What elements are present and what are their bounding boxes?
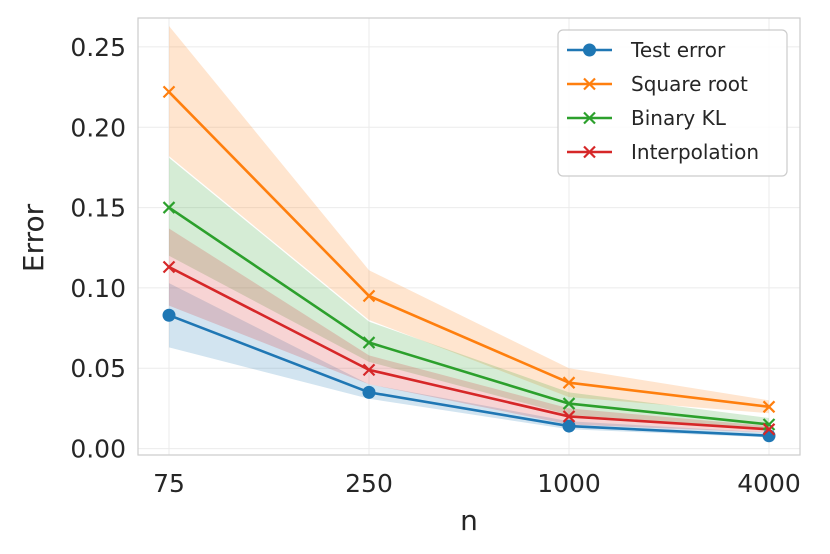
grid — [138, 18, 800, 455]
legend-label: Binary KL — [631, 106, 727, 130]
x-mark-stroke — [762, 418, 776, 431]
interpolation-point — [762, 423, 776, 436]
x-tick-label: 250 — [345, 469, 393, 498]
legend-marker — [583, 145, 596, 159]
y-axis-label: Error — [17, 203, 50, 272]
x-mark-stroke — [362, 289, 376, 303]
interpolation-point — [562, 410, 576, 423]
legend-marker — [583, 77, 596, 91]
binary-kl-point — [162, 201, 176, 214]
legend-item-square-root: Square root — [567, 72, 748, 96]
square-root-point — [762, 400, 776, 414]
y-ticks: 0.00 0.05 0.10 0.15 0.20 0.25 — [70, 33, 126, 464]
binary-kl-band — [169, 157, 769, 430]
interpolation-band — [169, 228, 769, 433]
x-mark-stroke — [762, 423, 776, 436]
legend-item-binary-kl: Binary KL — [567, 106, 727, 130]
series-lines — [168, 90, 770, 438]
y-tick-label: 0.10 — [70, 274, 126, 303]
interpolation-point — [162, 260, 176, 274]
square-root-point — [362, 289, 376, 303]
square-root-point — [562, 376, 576, 389]
x-mark-stroke — [162, 201, 176, 214]
x-mark-stroke — [762, 400, 776, 414]
y-tick-label: 0.00 — [70, 435, 126, 464]
legend-marker — [583, 43, 596, 57]
y-tick-label: 0.25 — [70, 33, 126, 62]
binary-kl-point — [762, 418, 776, 431]
test-error-point — [562, 419, 576, 433]
x-tick-label: 1000 — [537, 469, 601, 498]
legend-item-interpolation: Interpolation — [567, 140, 759, 164]
plot-frame — [137, 17, 801, 456]
binary-kl-point — [562, 397, 576, 410]
x-mark-stroke — [562, 376, 576, 389]
legend-label: Interpolation — [631, 140, 759, 164]
x-ticks: 75 250 1000 4000 — [153, 469, 801, 498]
legend-label: Square root — [631, 72, 748, 96]
y-tick-label: 0.05 — [70, 354, 126, 383]
interpolation-point — [362, 363, 376, 377]
test-error-line — [168, 314, 770, 438]
series-markers — [162, 85, 776, 443]
interpolation-line — [168, 265, 770, 431]
test-error-point — [162, 308, 176, 322]
x-mark-stroke — [562, 397, 576, 410]
legend-marker — [583, 111, 596, 125]
y-tick-label: 0.15 — [70, 194, 126, 223]
square-root-band — [169, 26, 769, 414]
square-root-line — [168, 90, 770, 409]
legend-box — [557, 29, 788, 177]
test-error-point — [362, 385, 376, 399]
legend-item-test-error: Test error — [567, 38, 726, 62]
x-tick-label: 75 — [153, 469, 185, 498]
square-root-point — [162, 85, 176, 99]
x-tick-label: 4000 — [737, 469, 801, 498]
x-mark-stroke — [162, 85, 176, 99]
x-mark-stroke — [562, 410, 576, 423]
test-error-point — [762, 429, 776, 443]
x-mark-stroke — [362, 363, 376, 377]
x-mark-stroke — [362, 336, 376, 349]
binary-kl-point — [362, 336, 376, 349]
legend: Test error Square root Binary KL Interpolat… — [557, 29, 788, 177]
x-mark-stroke — [162, 260, 176, 274]
y-tick-label: 0.20 — [70, 113, 126, 142]
legend-label: Test error — [630, 38, 726, 62]
x-axis-label: n — [460, 504, 478, 537]
binary-kl-line — [168, 206, 770, 426]
